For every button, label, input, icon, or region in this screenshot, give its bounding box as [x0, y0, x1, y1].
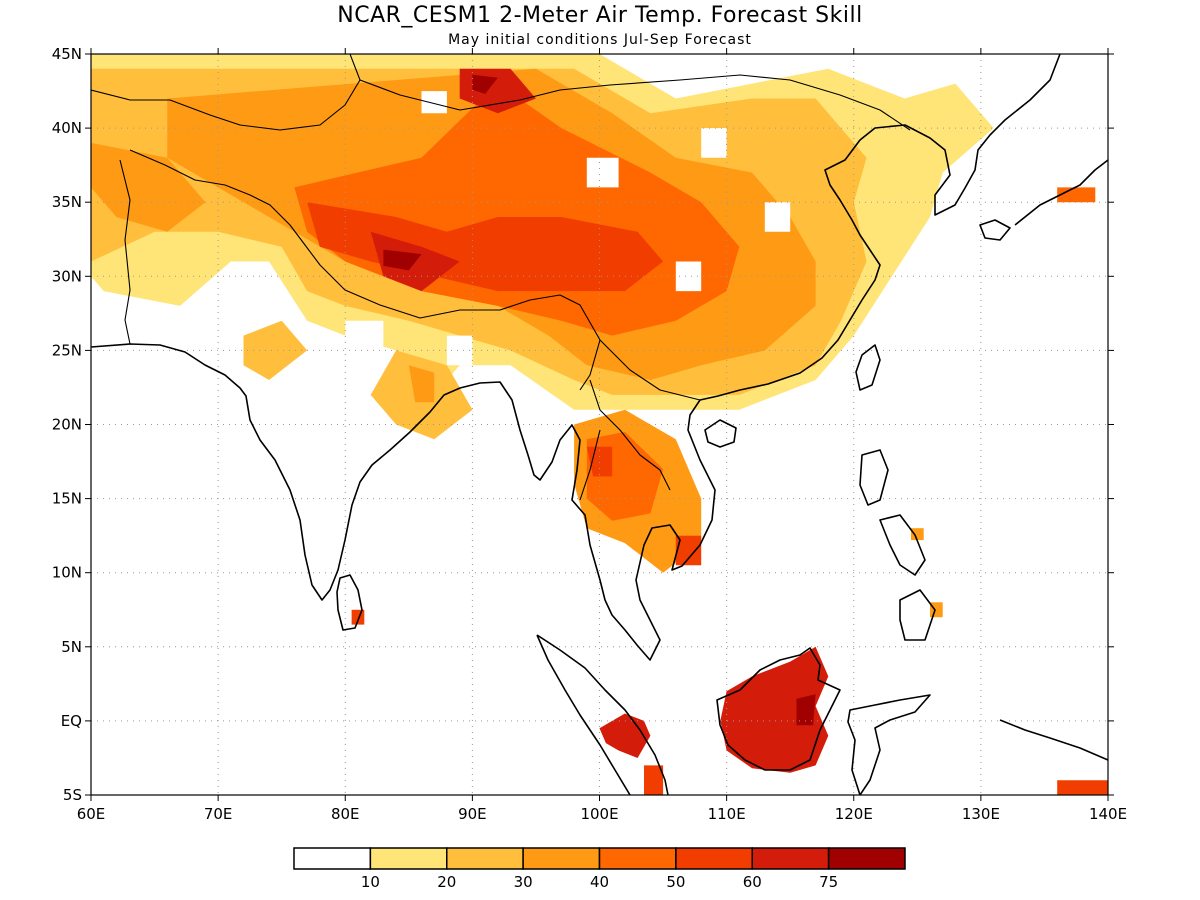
coast-japan — [979, 159, 1108, 241]
skill-shading — [91, 54, 1108, 795]
lat-tick-label: 20N — [52, 416, 82, 434]
lat-tick-label: 5S — [63, 786, 82, 804]
coast-hainan — [704, 419, 737, 448]
lon-tick-label: 80E — [331, 805, 360, 823]
colorbar-swatch — [369, 847, 448, 870]
skill-region — [644, 765, 664, 795]
lat-tick-label: 45N — [52, 45, 82, 63]
lat-tick-label: 35N — [52, 193, 82, 211]
border-south-asia — [129, 149, 601, 391]
lat-tick-label: 30N — [52, 267, 82, 285]
colorbar-label: 20 — [437, 873, 456, 891]
skill-region — [408, 365, 435, 403]
colorbar-label: 40 — [590, 873, 609, 891]
colorbar-label: 75 — [819, 873, 838, 891]
colorbar-label: 30 — [514, 873, 533, 891]
skill-region — [599, 713, 651, 758]
lon-tick-label: 130E — [962, 805, 1000, 823]
map-area — [91, 54, 1108, 795]
axis-ticks: 60E 70E 80E 90E 100E 110E 120E 130E 140E 45N 40N 35… — [52, 45, 1127, 823]
coast-borneo — [716, 647, 841, 771]
coast-sri-lanka — [336, 574, 363, 631]
colorbar-swatch — [827, 847, 906, 870]
skill-region — [796, 694, 816, 726]
border-indochina — [579, 339, 701, 501]
skill-region — [472, 74, 498, 94]
skill-region — [345, 320, 384, 351]
colorbar-swatch — [675, 847, 753, 870]
colorbar-swatch — [751, 847, 830, 870]
lon-tick-label: 140E — [1089, 805, 1127, 823]
skill-region — [675, 535, 702, 566]
lon-tick-label: 70E — [204, 805, 233, 823]
colorbar-swatch — [598, 847, 677, 870]
border-iran-afghanistan — [119, 159, 131, 345]
coast-new-guinea — [999, 719, 1108, 761]
lon-tick-label: 120E — [835, 805, 873, 823]
border-china-north — [359, 74, 911, 131]
lon-tick-label: 110E — [708, 805, 746, 823]
skill-region — [764, 202, 791, 232]
figure-subtitle: May initial conditions Jul-Sep Forecast — [448, 32, 752, 48]
skill-region — [930, 602, 943, 618]
lon-tick-label: 60E — [77, 805, 106, 823]
lat-tick-label: EQ — [61, 712, 82, 730]
lat-tick-label: 10N — [52, 564, 82, 582]
skill-region — [675, 261, 702, 292]
coast-sulawesi — [847, 694, 931, 795]
coast-sumatra — [536, 634, 669, 795]
skill-region — [911, 528, 924, 541]
skill-region — [1057, 780, 1108, 795]
colorbar-swatch — [446, 847, 524, 870]
skill-region — [421, 91, 447, 114]
coast-taiwan — [855, 344, 881, 391]
skill-region — [720, 646, 829, 773]
lat-tick-label: 15N — [52, 490, 82, 508]
colorbar-label: 60 — [743, 873, 762, 891]
coast-philippines — [859, 449, 936, 641]
skill-region — [586, 446, 613, 477]
lat-tick-label: 25N — [52, 341, 82, 359]
coast-asia-mainland — [91, 54, 1061, 661]
colorbar-label: 10 — [361, 873, 380, 891]
lat-tick-label: 40N — [52, 119, 82, 137]
lon-tick-label: 90E — [458, 805, 487, 823]
colorbar: 10 20 30 40 50 60 75 — [293, 847, 906, 891]
skill-region — [383, 249, 422, 271]
skill-region — [1057, 187, 1096, 203]
skill-region — [586, 157, 619, 188]
coastlines — [91, 54, 1108, 795]
skill-region — [243, 320, 308, 380]
skill-region — [307, 202, 664, 292]
skill-region — [91, 142, 206, 232]
lon-tick-label: 100E — [580, 805, 618, 823]
country-borders — [91, 54, 911, 501]
skill-region — [446, 335, 473, 366]
colorbar-swatch — [522, 847, 601, 870]
lat-tick-label: 5N — [61, 638, 82, 656]
border-central-asia — [91, 54, 361, 131]
colorbar-label: 50 — [666, 873, 685, 891]
skill-region — [701, 128, 727, 158]
colorbar-swatch — [293, 847, 372, 870]
figure-title: NCAR_CESM1 2-Meter Air Temp. Forecast Sk… — [337, 3, 862, 28]
